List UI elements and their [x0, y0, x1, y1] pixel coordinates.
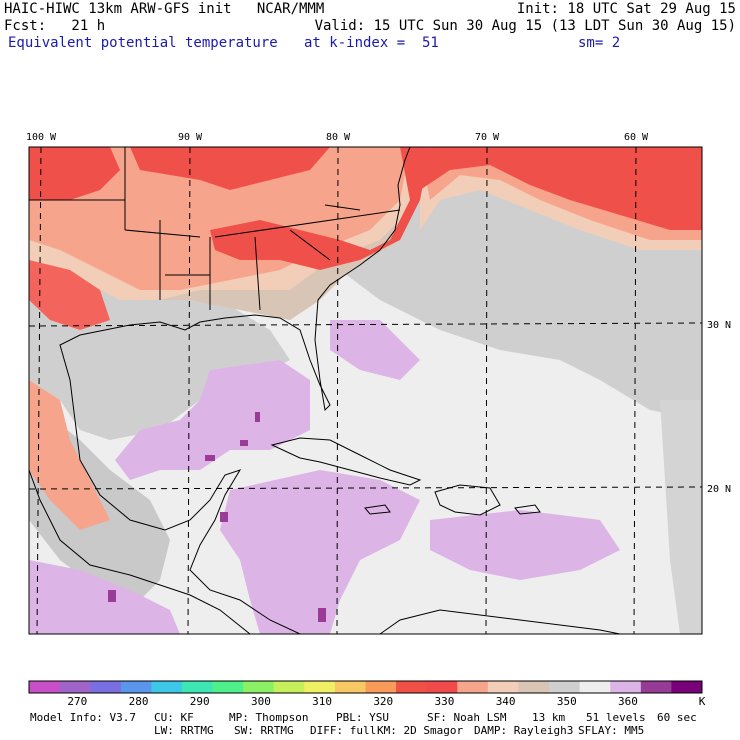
footer-sw: SW: RRTMG — [234, 724, 294, 737]
footer-resolution: 13 km — [532, 711, 566, 724]
footer-cu: CU: KF — [154, 711, 194, 724]
field-red-north — [29, 147, 120, 200]
field-salmon-mexico — [29, 380, 110, 530]
model-title: HAIC-HIWC 13km ARW-GFS init NCAR/MMM — [4, 1, 325, 17]
field-lavender-gulf — [115, 360, 310, 480]
field-purple-spot — [240, 440, 248, 446]
field-lavender-florida — [330, 320, 420, 380]
theta-e-field — [29, 147, 702, 634]
field-purple-spot — [220, 512, 228, 522]
vertical-level: at k-index = 51 — [304, 35, 439, 51]
field-red-southeast — [210, 147, 430, 270]
lat-label: 30 N — [707, 320, 731, 331]
footer-pbl: PBL: YSU — [336, 711, 389, 724]
field-gray-east — [660, 400, 702, 634]
field-red-texas — [29, 260, 110, 330]
puerto-rico — [514, 504, 541, 515]
gulf-coast — [59, 147, 411, 421]
mexico-coast — [74, 419, 301, 634]
footer-lw: LW: RRTMG — [154, 724, 214, 737]
lon-label: 90 W — [178, 132, 203, 143]
south-america — [379, 609, 621, 634]
footer-timestep: 60 sec — [657, 711, 697, 724]
footer-km: KM: 2D Smagor — [377, 724, 464, 737]
smoothing-label: sm= 2 — [578, 35, 621, 51]
footer-diff: DIFF: full — [310, 724, 377, 737]
pacific-coast — [29, 469, 251, 634]
us-state-lines — [29, 147, 401, 311]
field-salmon — [29, 147, 410, 290]
footer-mp: MP: Thompson — [229, 711, 309, 724]
field-red-plains — [130, 147, 330, 190]
field-lavender-pacific — [29, 560, 180, 634]
field-red-atlantic — [420, 147, 702, 230]
field-lavender-caribbean — [220, 470, 420, 634]
lon-label: 80 W — [326, 132, 351, 143]
cuba — [270, 437, 422, 486]
footer-model-info: Model Info: V3.7 — [30, 711, 136, 724]
footer-levels: 51 levels — [586, 711, 646, 724]
field-purple-spot — [318, 608, 326, 622]
lon-label: 60 W — [624, 132, 649, 143]
field-lavender-east — [430, 510, 620, 580]
init-time: Init: 18 UTC Sat 29 Aug 15 — [516, 1, 736, 17]
field-purple-spot — [108, 590, 116, 602]
coastlines — [29, 147, 621, 634]
footer-sf: SF: Noah LSM — [427, 711, 507, 724]
lon-label: 100 W — [26, 132, 57, 143]
lon-label: 70 W — [475, 132, 500, 143]
field-purple-spot — [255, 412, 260, 422]
forecast-hour: Fcst: 21 h — [4, 18, 106, 34]
valid-time: Valid: 15 UTC Sun 30 Aug 15 (13 LDT Sun … — [314, 18, 736, 34]
map-frame — [28, 146, 703, 635]
field-name: Equivalent potential temperature — [8, 35, 278, 51]
jamaica — [364, 504, 391, 515]
footer-damp: DAMP: Rayleigh3 — [474, 724, 574, 737]
footer-sflay: SFLAY: MM5 — [578, 724, 645, 737]
graticule — [28, 146, 703, 635]
hispaniola — [434, 484, 501, 516]
lat-label: 20 N — [707, 484, 731, 495]
field-purple-spot — [205, 455, 215, 461]
